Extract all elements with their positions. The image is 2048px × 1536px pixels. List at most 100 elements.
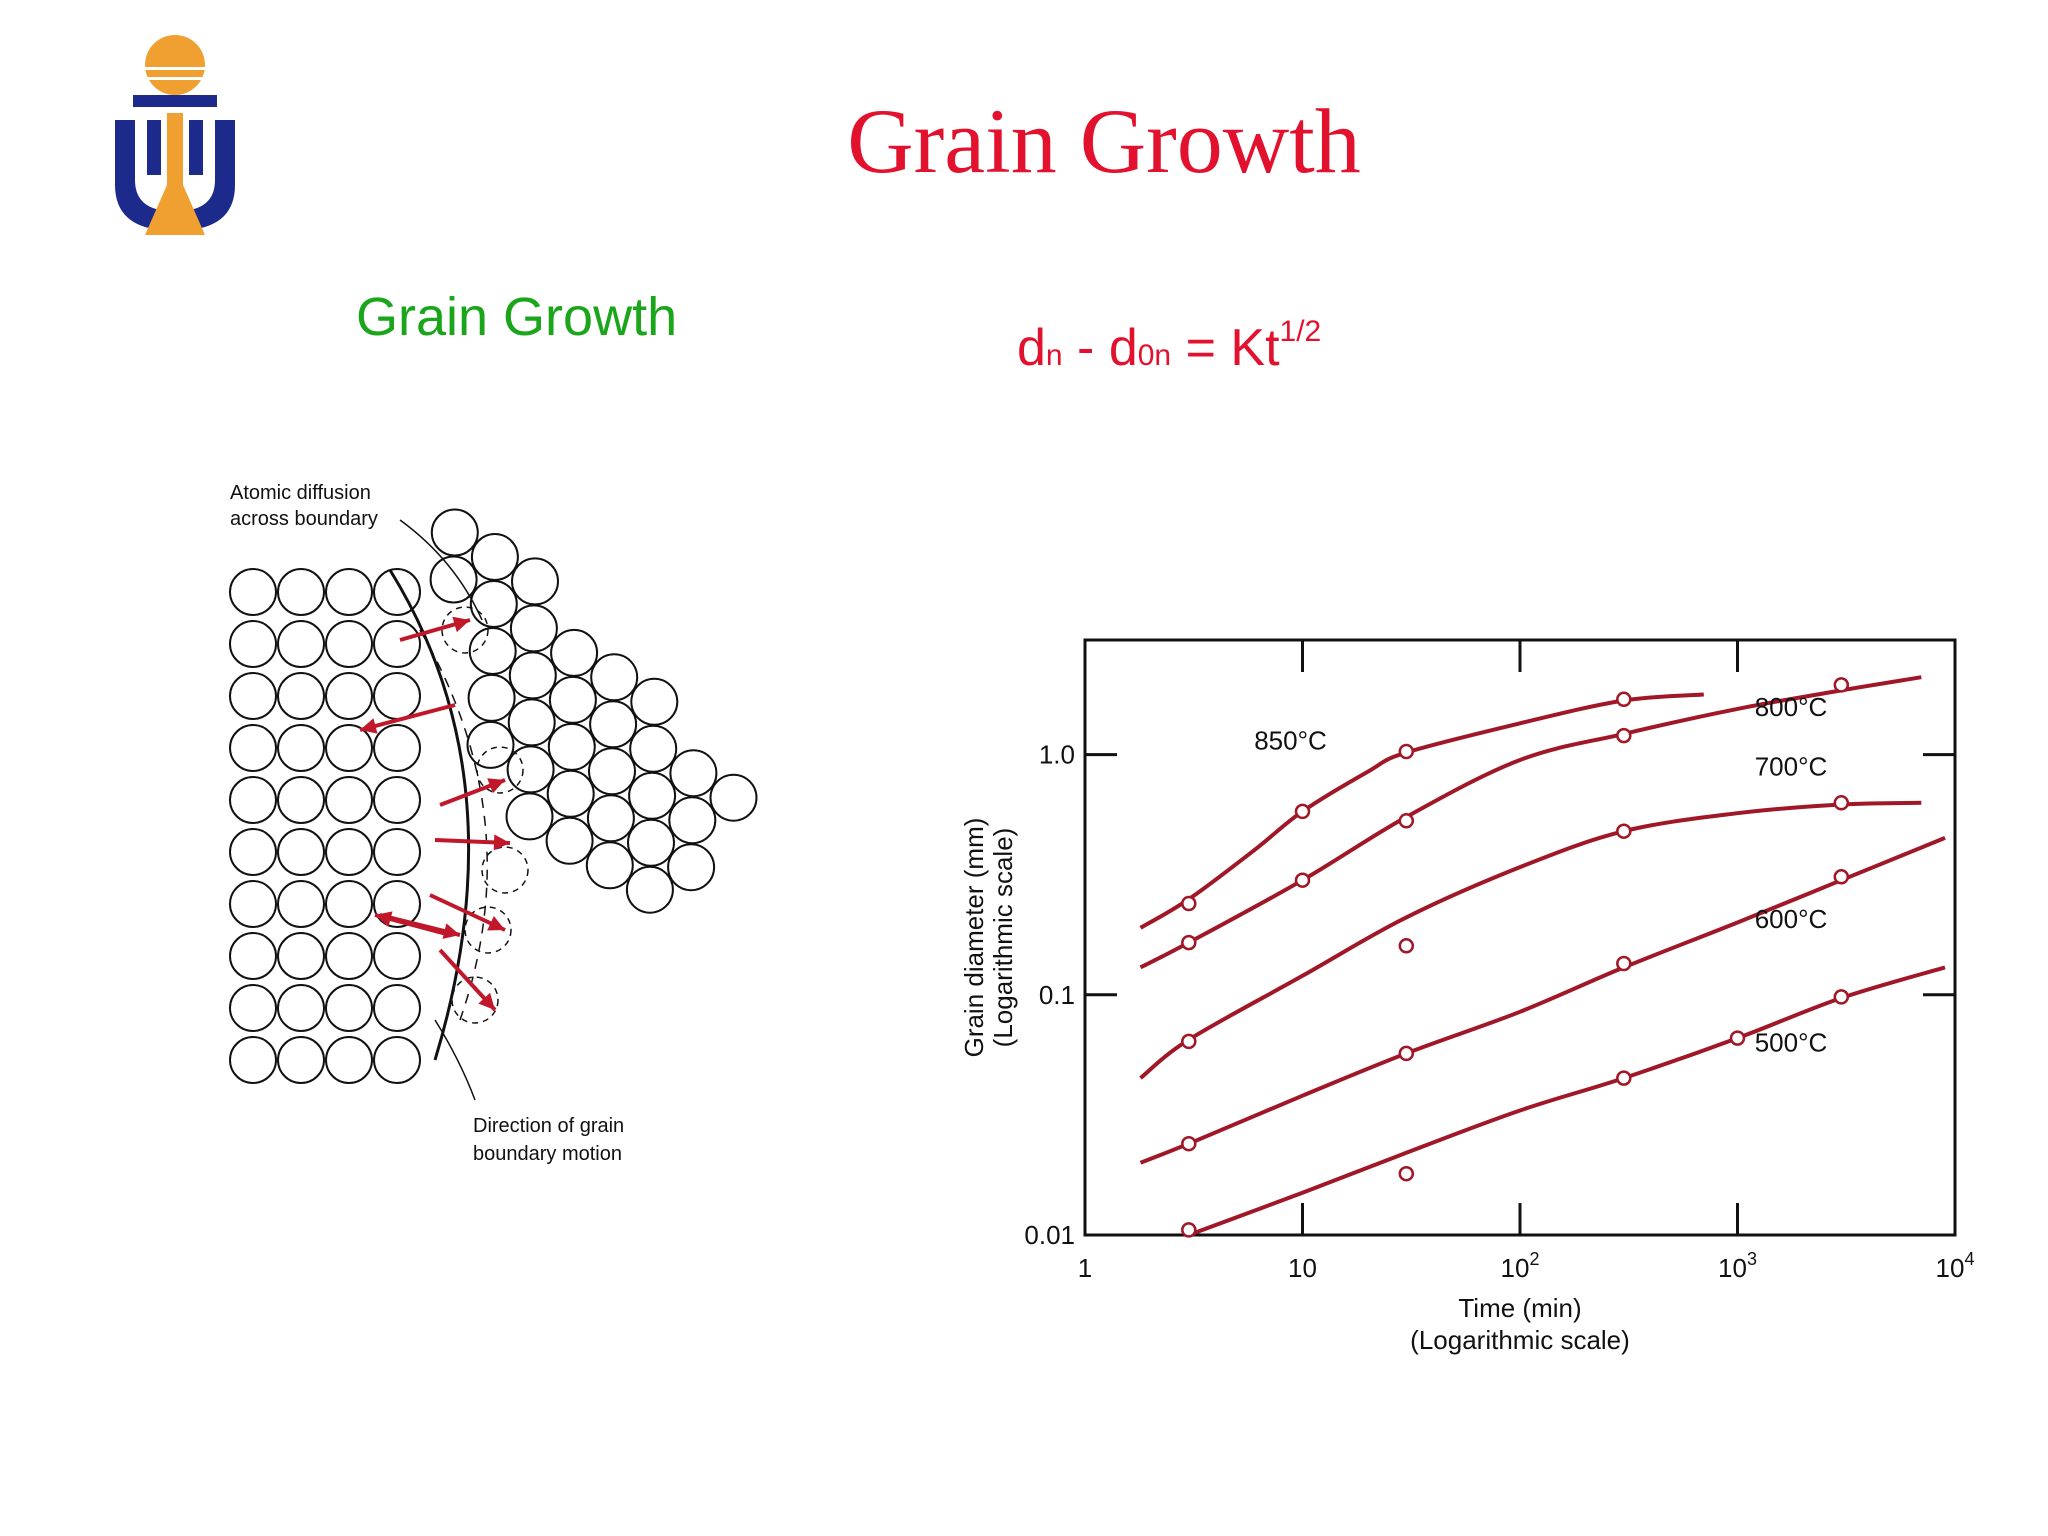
- atom-right: [586, 794, 635, 843]
- x-tick-label: 102: [1501, 1249, 1540, 1283]
- atom-right: [628, 771, 677, 820]
- atom-right: [545, 816, 594, 865]
- atom-left: [229, 880, 277, 928]
- formula-d0: d: [1108, 319, 1138, 377]
- series-line-3: [1139, 836, 1946, 1165]
- atom-left: [325, 984, 373, 1032]
- grain-growth-formula: dn - d0n = Kt1/2: [1017, 315, 1322, 378]
- atom-left: [325, 1036, 373, 1084]
- series-line-0: [1139, 692, 1704, 930]
- atom-lattice: [229, 508, 758, 1084]
- label-top-line2: across boundary: [230, 508, 378, 530]
- atom-right: [627, 818, 675, 867]
- arrow-head: [478, 992, 495, 1010]
- atom-left: [229, 672, 277, 720]
- atom-right: [470, 533, 519, 581]
- data-point: [1729, 1030, 1746, 1046]
- atom-left: [373, 776, 421, 824]
- data-point: [1833, 795, 1850, 811]
- formula-d: d: [1017, 319, 1046, 377]
- diffusion-arrows: [359, 616, 511, 1012]
- series-labels: 850°C 800°C 700°C 600°C 500°C: [1254, 692, 1827, 1058]
- data-point: [1616, 823, 1632, 839]
- atom-right: [466, 720, 515, 769]
- atom-left: [325, 776, 373, 824]
- label-bottom-line2: boundary motion: [473, 1143, 622, 1165]
- arrow-head: [360, 718, 378, 734]
- atom-left: [325, 828, 373, 876]
- arrow-head: [442, 923, 460, 939]
- atom-left: [229, 828, 277, 876]
- series-label: 600°C: [1755, 904, 1828, 934]
- atom-right: [430, 508, 479, 557]
- data-point: [1833, 869, 1850, 885]
- atom-left: [373, 1036, 421, 1084]
- x-tick-exponent: 3: [1747, 1249, 1757, 1269]
- data-point: [1294, 872, 1311, 888]
- label-top-line1: Atomic diffusion: [230, 482, 371, 504]
- boundary-motion-arc: [419, 629, 488, 1021]
- atom-left: [229, 568, 277, 616]
- atom-left: [373, 672, 421, 720]
- atom-left: [325, 880, 373, 928]
- atom-right: [669, 749, 718, 798]
- atom-right: [546, 769, 595, 818]
- x-tick-exponent: 2: [1529, 1249, 1539, 1269]
- atom-left: [229, 620, 277, 668]
- formula-sub-n: n: [1045, 339, 1063, 372]
- formula-exponent: 1/2: [1279, 315, 1322, 348]
- atom-right: [667, 843, 716, 892]
- atom-right: [469, 580, 518, 628]
- data-point: [1616, 955, 1632, 972]
- series-label: 850°C: [1254, 726, 1327, 756]
- atom-right: [507, 698, 556, 747]
- atom-right: [589, 700, 638, 749]
- data-point: [1833, 677, 1850, 693]
- formula-minus: -: [1062, 319, 1109, 377]
- grain-boundary-line: [388, 569, 471, 1061]
- x-tick-label: 1: [1078, 1253, 1092, 1283]
- label-bottom-leader: [434, 1019, 476, 1101]
- atom-right: [468, 627, 517, 675]
- atom-left: [373, 828, 421, 876]
- series-label: 500°C: [1755, 1028, 1828, 1058]
- arrow-head: [452, 616, 470, 633]
- atom-right: [548, 675, 597, 724]
- atom-right: [630, 677, 679, 726]
- slide-title: Grain Growth: [847, 90, 1361, 192]
- atom-left: [277, 828, 325, 876]
- x-axis-label: Time (min): [1458, 1293, 1581, 1323]
- series-label: 800°C: [1755, 692, 1828, 722]
- data-point: [1181, 1222, 1197, 1238]
- data-point: [1833, 989, 1850, 1005]
- data-point: [1398, 938, 1415, 954]
- diffusion-arrow: [359, 703, 456, 732]
- data-point: [1398, 743, 1415, 760]
- atom-left: [373, 984, 421, 1032]
- atom-right: [508, 651, 557, 700]
- data-point: [1616, 1070, 1632, 1086]
- atom-left: [325, 620, 373, 668]
- atom-left: [373, 724, 421, 772]
- atom-left: [277, 1036, 325, 1084]
- grain-boundary-diagram: Atomic diffusion across boundary Directi…: [229, 482, 758, 1165]
- atom-left: [325, 932, 373, 980]
- atom-left: [277, 724, 325, 772]
- label-bottom-line1: Direction of grain: [473, 1115, 624, 1137]
- series-group: [1139, 675, 1946, 1238]
- atom-left: [373, 932, 421, 980]
- data-point: [1616, 727, 1632, 744]
- y-tick-label: 0.01: [1024, 1220, 1075, 1250]
- atom-right: [629, 724, 678, 773]
- atom-right: [585, 841, 634, 890]
- atom-right: [550, 628, 599, 677]
- formula-equals-kt: = Kt: [1171, 319, 1280, 377]
- atom-left: [277, 984, 325, 1032]
- data-point: [1181, 1135, 1197, 1152]
- atom-right: [509, 604, 558, 653]
- atom-left: [325, 568, 373, 616]
- university-logo: [115, 35, 235, 235]
- data-point: [1294, 803, 1311, 820]
- series-label: 700°C: [1755, 751, 1828, 781]
- atom-left: [277, 880, 325, 928]
